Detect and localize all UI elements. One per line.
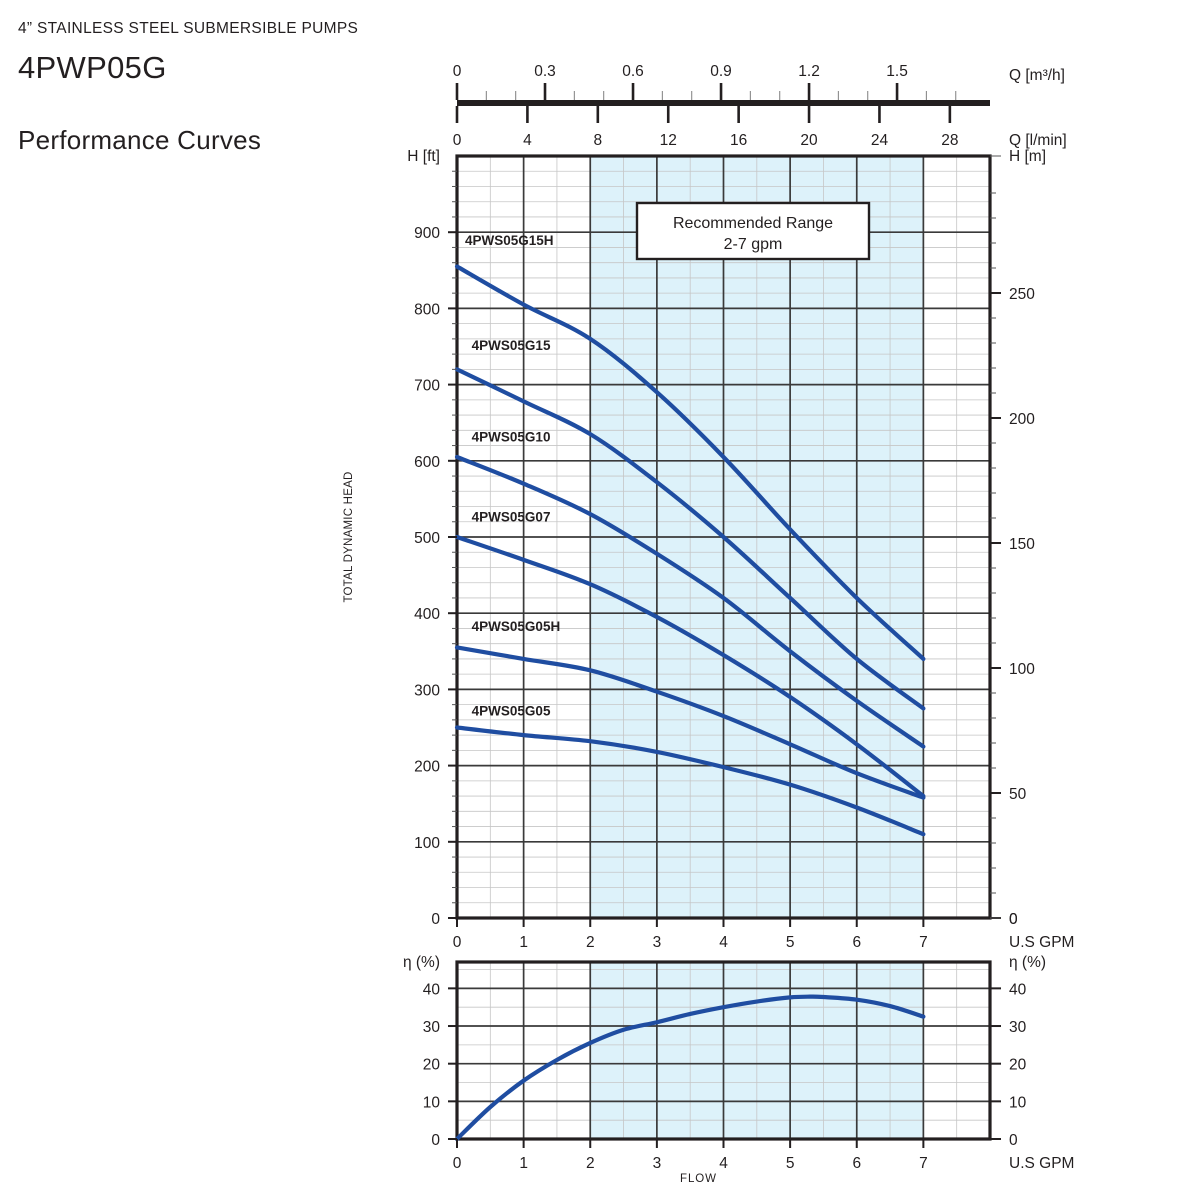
y-tick-label-ft: 0	[431, 911, 440, 928]
x-tick-label: 3	[653, 934, 662, 951]
efficiency-left-unit-label: η (%)	[403, 954, 440, 971]
y-tick-label-ft: 500	[414, 530, 440, 547]
top-tick-label-m3h: 0.3	[534, 63, 556, 80]
curve-label: 4PWS05G07	[472, 509, 551, 524]
top-tick-label-lmin: 4	[523, 132, 532, 149]
y-tick-label-ft: 600	[414, 454, 440, 471]
eff-x-tick-label: 2	[586, 1155, 595, 1172]
head-curve	[454, 534, 926, 799]
eff-x-tick-label: 5	[786, 1155, 795, 1172]
x-tick-label: 7	[919, 934, 928, 951]
x-axis-unit-label: U.S GPM	[1009, 934, 1074, 951]
top-tick-label-m3h: 0.9	[710, 63, 732, 80]
eff-y-tick-label-left: 20	[423, 1057, 441, 1074]
curve-label: 4PWS05G05	[472, 704, 551, 719]
y-tick-label-ft: 700	[414, 378, 440, 395]
curve-label: 4PWS05G05H	[472, 619, 561, 634]
y-tick-label-ft: 300	[414, 682, 440, 699]
callout-line-1: Recommended Range	[673, 215, 833, 232]
top-tick-label-lmin: 28	[941, 132, 958, 149]
y-tick-label-ft: 800	[414, 301, 440, 318]
top-ruler-bar	[457, 100, 990, 106]
y-axis-title: TOTAL DYNAMIC HEAD	[343, 471, 355, 602]
header-subtitle: Performance Curves	[18, 125, 262, 155]
curve-label: 4PWS05G15	[472, 338, 551, 353]
y-tick-label-ft: 100	[414, 835, 440, 852]
head-ft-unit-label: H [ft]	[407, 148, 440, 165]
eff-y-tick-label-left: 0	[431, 1132, 440, 1149]
top-tick-label-m3h: 0.6	[622, 63, 644, 80]
efficiency-curve	[454, 994, 926, 1142]
eff-y-tick-label-left: 40	[423, 981, 441, 998]
eff-y-tick-label-right: 20	[1009, 1057, 1027, 1074]
y-tick-label-m: 250	[1009, 286, 1035, 303]
x-tick-label: 0	[453, 934, 462, 951]
eff-y-tick-label-left: 10	[423, 1094, 441, 1111]
head-m-unit-label: H [m]	[1009, 148, 1046, 165]
eff-y-tick-label-left: 30	[423, 1019, 441, 1036]
x-tick-label: 2	[586, 934, 595, 951]
y-tick-label-m: 200	[1009, 411, 1035, 428]
eff-x-axis-unit-label: U.S GPM	[1009, 1155, 1074, 1172]
top-tick-label-lmin: 24	[871, 132, 889, 149]
top-tick-label-m3h: 1.2	[798, 63, 820, 80]
y-tick-label-m: 50	[1009, 786, 1027, 803]
y-tick-label-m-zero: 0	[1009, 911, 1018, 928]
head-curve	[454, 264, 926, 662]
top-tick-label-m3h: 1.5	[886, 63, 908, 80]
x-tick-label: 4	[719, 934, 728, 951]
eff-y-tick-label-right: 30	[1009, 1019, 1027, 1036]
top-tick-label-lmin: 16	[730, 132, 747, 149]
flow-axis-title: FLOW	[680, 1173, 717, 1185]
top-axis-metric-label: Q [m³/h]	[1009, 67, 1065, 84]
x-tick-label: 5	[786, 934, 795, 951]
y-tick-label-ft: 200	[414, 759, 440, 776]
top-tick-label-m3h: 0	[453, 63, 462, 80]
efficiency-right-unit-label: η (%)	[1009, 954, 1046, 971]
eff-x-tick-label: 6	[852, 1155, 861, 1172]
y-tick-label-m: 150	[1009, 536, 1035, 553]
header-eyebrow: 4” STAINLESS STEEL SUBMERSIBLE PUMPS	[18, 20, 359, 37]
y-tick-label-m: 0	[1009, 911, 1018, 928]
head-curve	[454, 454, 926, 749]
top-tick-label-lmin: 0	[453, 132, 462, 149]
head-curve	[454, 725, 926, 837]
x-tick-label: 1	[519, 934, 528, 951]
x-tick-label: 6	[852, 934, 861, 951]
curve-label: 4PWS05G10	[472, 429, 551, 444]
head-curve	[454, 645, 926, 800]
curve-label: 4PWS05G15H	[465, 233, 554, 248]
eff-y-tick-label-right: 0	[1009, 1132, 1018, 1149]
eff-x-tick-label: 3	[653, 1155, 662, 1172]
eff-x-tick-label: 7	[919, 1155, 928, 1172]
top-tick-label-lmin: 12	[660, 132, 677, 149]
eff-y-tick-label-right: 10	[1009, 1094, 1027, 1111]
eff-x-tick-label: 0	[453, 1155, 462, 1172]
top-tick-label-lmin: 8	[594, 132, 603, 149]
top-tick-label-lmin: 20	[800, 132, 818, 149]
head-curve	[454, 367, 926, 711]
y-tick-label-ft: 400	[414, 606, 440, 623]
eff-x-tick-label: 1	[519, 1155, 528, 1172]
top-axis-lmin-label: Q [l/min]	[1009, 132, 1067, 149]
callout-line-2: 2-7 gpm	[724, 236, 783, 253]
eff-x-tick-label: 4	[719, 1155, 728, 1172]
page-title: 4PWP05G	[18, 50, 167, 85]
recommended-range-callout	[635, 201, 871, 261]
y-tick-label-ft: 900	[414, 225, 440, 242]
y-tick-label-m: 100	[1009, 661, 1035, 678]
eff-y-tick-label-right: 40	[1009, 981, 1027, 998]
